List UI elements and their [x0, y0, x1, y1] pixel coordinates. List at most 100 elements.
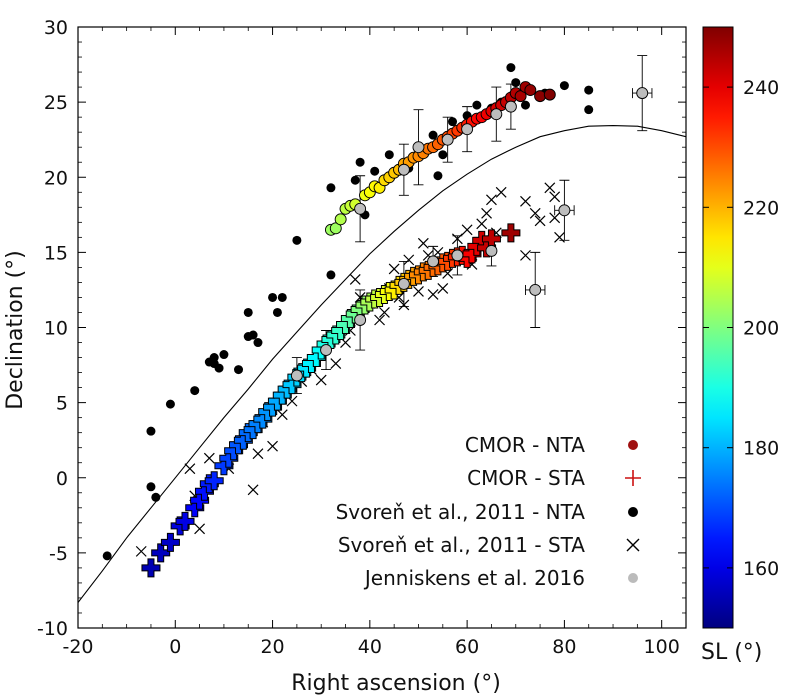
jenniskens-point: [354, 314, 367, 326]
svoren-nta-point: [438, 150, 448, 160]
x-tick-label: 80: [552, 636, 576, 658]
cmor-nta-point: [334, 213, 347, 226]
legend-marker-dot: [628, 507, 638, 517]
svoren-sta-point: [135, 545, 147, 557]
jenniskens-point: [354, 202, 367, 215]
y-tick-label: 20: [44, 167, 68, 189]
x-tick-label: 0: [169, 636, 181, 658]
cmor-sta-point: [501, 223, 521, 243]
cmor-sta-point: [151, 543, 171, 563]
cmor-sta-point: [326, 325, 346, 345]
jenniskens-point: [397, 163, 410, 176]
svoren-sta-point: [374, 314, 385, 326]
cmor-sta-point: [384, 280, 404, 300]
svoren-nta-point: [268, 292, 278, 302]
cmor-nta-point: [543, 88, 556, 101]
y-tick-label: 30: [44, 17, 68, 39]
svoren-sta-point: [461, 224, 473, 236]
svoren-nta-point: [520, 100, 530, 110]
svoren-sta-point: [520, 249, 531, 261]
y-tick-label: 10: [44, 318, 68, 340]
svoren-sta-point: [398, 299, 410, 311]
svoren-nta-point: [234, 365, 244, 375]
jenniskens-point: [485, 244, 498, 257]
y-tick-label: 25: [44, 92, 68, 114]
cmor-sta-point: [258, 402, 278, 422]
svoren-nta-point: [146, 482, 156, 492]
x-tick-label: 100: [644, 636, 680, 658]
cmor-sta-point: [277, 379, 297, 399]
cmor-sta-point: [229, 435, 249, 455]
jenniskens-point: [290, 369, 303, 382]
colorbar-tick-label: 200: [743, 318, 779, 340]
x-axis-title: Right ascension (°): [291, 671, 501, 696]
svoren-sta-point: [315, 374, 327, 386]
points-layer: [102, 63, 649, 578]
jenniskens-point: [504, 100, 517, 113]
svoren-sta-point: [437, 283, 449, 294]
legend-marker-plus: [625, 470, 641, 486]
svoren-nta-point: [584, 105, 594, 115]
svoren-sta-point: [194, 523, 206, 535]
legend-marker-dot: [628, 440, 638, 450]
cmor-nta-point: [524, 84, 537, 97]
jenniskens-point: [441, 133, 454, 146]
axes-layer: -20 0 20 40 60 80 100 -10 -5 0 5 10 15 20 25 30: [37, 17, 687, 658]
legend-label: CMOR - STA: [467, 466, 585, 490]
jenniskens-point: [412, 141, 425, 154]
jenniskens-point: [320, 344, 333, 356]
jenniskens-point: [636, 87, 649, 100]
svoren-nta-point: [214, 363, 224, 373]
svoren-nta-point: [584, 85, 594, 95]
svoren-sta-point: [388, 263, 400, 275]
x-tick-label: 60: [455, 636, 479, 658]
ecliptic-layer: [78, 125, 686, 603]
svoren-sta-point: [520, 195, 531, 207]
cmor-nta-point: [329, 222, 342, 235]
colorbar-tick-label: 240: [743, 77, 779, 99]
y-tick-label: 0: [56, 468, 68, 490]
colorbar-tick-label: 180: [743, 438, 779, 460]
colorbar-tick-label: 160: [743, 558, 779, 580]
legend-label: Svoreň et al., 2011 - NTA: [336, 500, 586, 524]
svoren-nta-point: [102, 551, 112, 561]
svoren-nta-point: [248, 330, 258, 340]
svoren-nta-point: [355, 157, 365, 167]
jenniskens-point: [461, 123, 474, 136]
legend-marker-cross: [626, 538, 640, 552]
cmor-sta-point: [321, 330, 341, 350]
legend: CMOR - NTA CMOR - STA Svoreň et al., 2011 …: [336, 433, 641, 590]
y-tick-label: -10: [37, 618, 68, 640]
svoren-nta-point: [277, 292, 287, 302]
svoren-sta-point: [276, 409, 288, 421]
svoren-sta-point: [349, 273, 361, 285]
svoren-sta-point: [330, 358, 342, 369]
y-tick-label: 15: [44, 242, 68, 264]
y-tick-label: 5: [56, 393, 68, 415]
svoren-sta-point: [427, 289, 439, 300]
svoren-nta-point: [448, 117, 458, 127]
svoren-sta-point: [451, 233, 463, 245]
colorbar-label: SL (°): [701, 640, 762, 665]
cmor-sta-point: [170, 516, 190, 536]
svoren-sta-point: [252, 448, 264, 460]
svoren-sta-point: [403, 254, 415, 266]
svoren-sta-point: [247, 484, 259, 496]
y-axis-title: Declination (°): [3, 250, 28, 410]
cmor-sta-point: [350, 299, 370, 319]
svoren-sta-point: [481, 207, 493, 219]
y-tick-label: -5: [49, 543, 68, 565]
svoren-nta-point: [472, 100, 482, 110]
svoren-nta-point: [292, 235, 302, 245]
svoren-nta-point: [370, 166, 380, 176]
jenniskens-point: [529, 283, 542, 296]
svoren-sta-point: [554, 231, 565, 243]
svoren-nta-point: [243, 307, 253, 317]
svoren-sta-point: [549, 191, 561, 203]
colorbar: 160 180 200 220 240 SL (°): [701, 26, 779, 665]
svoren-sta-point: [413, 286, 424, 297]
cmor-sta-point: [248, 414, 268, 434]
svoren-sta-point: [549, 212, 561, 224]
svoren-nta-point: [146, 426, 156, 436]
